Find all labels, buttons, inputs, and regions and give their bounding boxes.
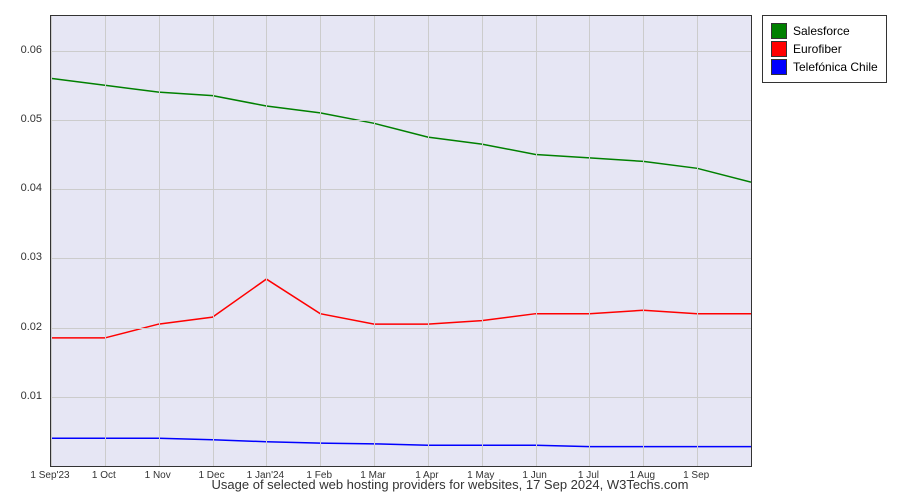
chart-container: 0.010.020.030.040.050.061 Sep'231 Oct1 N…: [50, 15, 750, 465]
grid-line-horizontal: [51, 328, 751, 329]
grid-line-vertical: [159, 16, 160, 466]
y-axis-tick-label: 0.02: [21, 321, 42, 333]
grid-line-horizontal: [51, 189, 751, 190]
series-line: [51, 438, 751, 446]
grid-line-horizontal: [51, 397, 751, 398]
grid-line-vertical: [697, 16, 698, 466]
legend-item: Telefónica Chile: [771, 59, 878, 75]
grid-line-vertical: [374, 16, 375, 466]
grid-line-vertical: [105, 16, 106, 466]
y-axis-tick-label: 0.04: [21, 182, 42, 194]
legend-swatch: [771, 23, 787, 39]
y-axis-tick-label: 0.01: [21, 390, 42, 402]
grid-line-vertical: [643, 16, 644, 466]
grid-line-vertical: [482, 16, 483, 466]
chart-lines-svg: [51, 16, 751, 466]
grid-line-horizontal: [51, 51, 751, 52]
grid-line-horizontal: [51, 120, 751, 121]
grid-line-vertical: [589, 16, 590, 466]
grid-line-vertical: [536, 16, 537, 466]
grid-line-vertical: [266, 16, 267, 466]
grid-line-horizontal: [51, 258, 751, 259]
y-axis-tick-label: 0.06: [21, 44, 42, 56]
legend-item: Salesforce: [771, 23, 878, 39]
legend-swatch: [771, 59, 787, 75]
y-axis-tick-label: 0.05: [21, 113, 42, 125]
series-line: [51, 279, 751, 338]
series-line: [51, 78, 751, 182]
grid-line-vertical: [428, 16, 429, 466]
chart-caption: Usage of selected web hosting providers …: [0, 477, 900, 492]
grid-line-vertical: [51, 16, 52, 466]
legend: Salesforce Eurofiber Telefónica Chile: [762, 15, 887, 83]
grid-line-vertical: [320, 16, 321, 466]
legend-swatch: [771, 41, 787, 57]
legend-item: Eurofiber: [771, 41, 878, 57]
legend-label: Telefónica Chile: [793, 60, 878, 74]
legend-label: Salesforce: [793, 24, 850, 38]
legend-label: Eurofiber: [793, 42, 842, 56]
plot-area: [50, 15, 752, 467]
y-axis-tick-label: 0.03: [21, 251, 42, 263]
grid-line-vertical: [213, 16, 214, 466]
